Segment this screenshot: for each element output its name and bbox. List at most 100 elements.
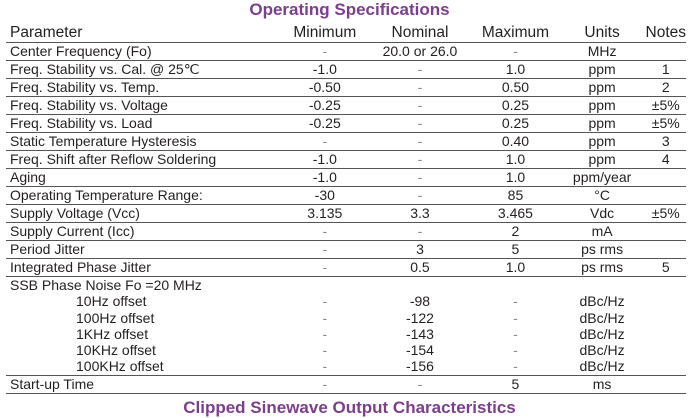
cell-units: ppm — [558, 114, 646, 133]
cell-notes — [645, 222, 686, 241]
cell-maximum: 2 — [472, 222, 559, 241]
cell-maximum: 0.50 — [472, 78, 559, 97]
cell-nominal: -156 — [367, 358, 473, 376]
cell-parameter: 100Hz offset — [76, 309, 155, 326]
cell-units: ms — [558, 375, 646, 394]
cell-minimum: - — [281, 42, 368, 61]
table-row: Supply Current (Icc) - -2 mA — [6, 222, 686, 241]
cell-maximum: 0.25 — [472, 114, 559, 133]
cell-parameter: Integrated Phase Jitter — [6, 258, 282, 277]
cell-maximum: - — [513, 293, 518, 310]
cell-parameter: 10Hz offset — [76, 293, 147, 310]
cell-minimum: -1.0 — [281, 60, 368, 79]
cell-minimum: -0.50 — [281, 78, 368, 97]
section-title: Operating Specifications — [249, 0, 450, 19]
cell-notes — [645, 375, 686, 394]
cell-nominal: -98 — [409, 293, 431, 310]
cell-maximum: 3.465 — [472, 204, 559, 223]
cell-maximum: - — [472, 42, 559, 61]
cell-parameter: Freq. Shift after Reflow Soldering — [6, 150, 282, 169]
cell-nominal: -143 — [405, 325, 434, 342]
cell-notes: 4 — [645, 150, 686, 169]
cell-parameter: Start-up Time — [6, 375, 282, 394]
cell-parameter: Supply Current (Icc) — [6, 222, 282, 241]
cell-minimum: -0.25 — [281, 96, 368, 115]
cell-units: ppm — [558, 132, 646, 151]
header-units: Units — [558, 24, 646, 43]
table-row: 10Hz offset - -98 - dBc/Hz — [6, 293, 686, 309]
cell-parameter: Aging — [6, 168, 282, 187]
cell-maximum: 1.0 — [472, 168, 559, 187]
cell-nominal: 3.3 — [367, 204, 473, 223]
cell-nominal: - — [367, 222, 473, 241]
cell-notes: ±5% — [645, 96, 686, 115]
cell-nominal: 3 — [367, 240, 473, 259]
cell-minimum: -0.25 — [281, 114, 368, 133]
cell-notes — [645, 42, 686, 61]
cell-maximum: 5 — [472, 375, 559, 394]
header-maximum: Maximum — [472, 24, 559, 43]
cell-notes — [645, 240, 686, 259]
cell-minimum: - — [281, 222, 368, 241]
cell-minimum: - — [322, 293, 328, 310]
header-notes: Notes — [645, 24, 686, 43]
cell-units: ppm — [558, 78, 646, 97]
cell-minimum: -30 — [281, 186, 368, 205]
cell-units: dBc/Hz — [579, 325, 625, 342]
cell-nominal: - — [367, 132, 473, 151]
cell-units: °C — [558, 186, 646, 205]
cell-parameter: 100KHz offset — [6, 358, 282, 376]
cell-parameter: Supply Voltage (Vcc) — [6, 204, 282, 223]
cell-nominal: - — [367, 96, 473, 115]
table-row: Freq. Stability vs. Temp. -0.50-0.50 ppm 2 — [6, 78, 686, 97]
table-row: 10KHz offset - -154 - dBc/Hz — [6, 342, 686, 358]
cell-parameter: Freq. Stability vs. Voltage — [6, 96, 282, 115]
cell-nominal: - — [367, 114, 473, 133]
cell-units: ps rms — [558, 258, 646, 277]
table-row: Static Temperature Hysteresis - -0.40 ppm 3 — [6, 132, 686, 151]
cell-maximum: - — [513, 325, 518, 342]
cell-nominal: - — [367, 150, 473, 169]
table-row: 100Hz offset - -122 - dBc/Hz — [6, 310, 686, 326]
cell-minimum: - — [281, 258, 368, 277]
header-row: Parameter Minimum Nominal Maximum Units … — [6, 24, 686, 43]
cell-maximum: 1.0 — [472, 258, 559, 277]
cell-nominal: - — [367, 186, 473, 205]
next-section-title: Clipped Sinewave Output Characteristics — [183, 398, 516, 417]
cell-parameter: Period Jitter — [6, 240, 282, 259]
cell-notes: ±5% — [645, 204, 686, 223]
table-row: Freq. Stability vs. Cal. @ 25℃ -1.0-1.0 pp… — [6, 60, 686, 79]
cell-units: MHz — [558, 42, 646, 61]
table-row: Operating Temperature Range: -30-85 °C — [6, 186, 686, 205]
cell-units: ppm — [558, 150, 646, 169]
cell-notes — [646, 326, 687, 342]
cell-units: ppm — [558, 96, 646, 115]
cell-notes — [645, 168, 686, 187]
cell-minimum: - — [322, 325, 328, 342]
cell-nominal: -122 — [405, 309, 434, 326]
cell-notes — [645, 358, 686, 376]
cell-nominal: 20.0 or 26.0 — [367, 42, 473, 61]
cell-maximum: - — [472, 358, 559, 376]
table-row: Freq. Stability vs. Load -0.25-0.25 ppm ±5% — [6, 114, 686, 133]
cell-units: dBc/Hz — [579, 293, 625, 310]
cell-parameter: Freq. Stability vs. Cal. @ 25℃ — [6, 60, 282, 79]
cell-minimum: - — [281, 375, 368, 394]
header-nominal: Nominal — [367, 24, 473, 43]
cell-units: ppm/year — [558, 168, 646, 187]
cell-units: dBc/Hz — [579, 342, 625, 359]
cell-notes — [646, 293, 687, 309]
cell-parameter: Freq. Stability vs. Temp. — [6, 78, 282, 97]
table-row: Center Frequency (Fo) -20.0 or 26.0- MHz — [6, 42, 686, 61]
cell-notes: 1 — [645, 60, 686, 79]
cell-notes: 3 — [645, 132, 686, 151]
cell-nominal: - — [367, 60, 473, 79]
cell-parameter: Static Temperature Hysteresis — [6, 132, 282, 151]
cell-minimum: - — [281, 240, 368, 259]
table-row: Integrated Phase Jitter -0.5 1.0 ps rms 5 — [6, 258, 686, 277]
cell-parameter: Center Frequency (Fo) — [6, 42, 282, 61]
table-row: Period Jitter -3 5 ps rms — [6, 240, 686, 259]
table-row: Supply Voltage (Vcc) 3.135 3.3 3.465 Vdc ±5% — [6, 204, 686, 223]
cell-maximum: 5 — [472, 240, 559, 259]
cell-units: ps rms — [558, 240, 646, 259]
